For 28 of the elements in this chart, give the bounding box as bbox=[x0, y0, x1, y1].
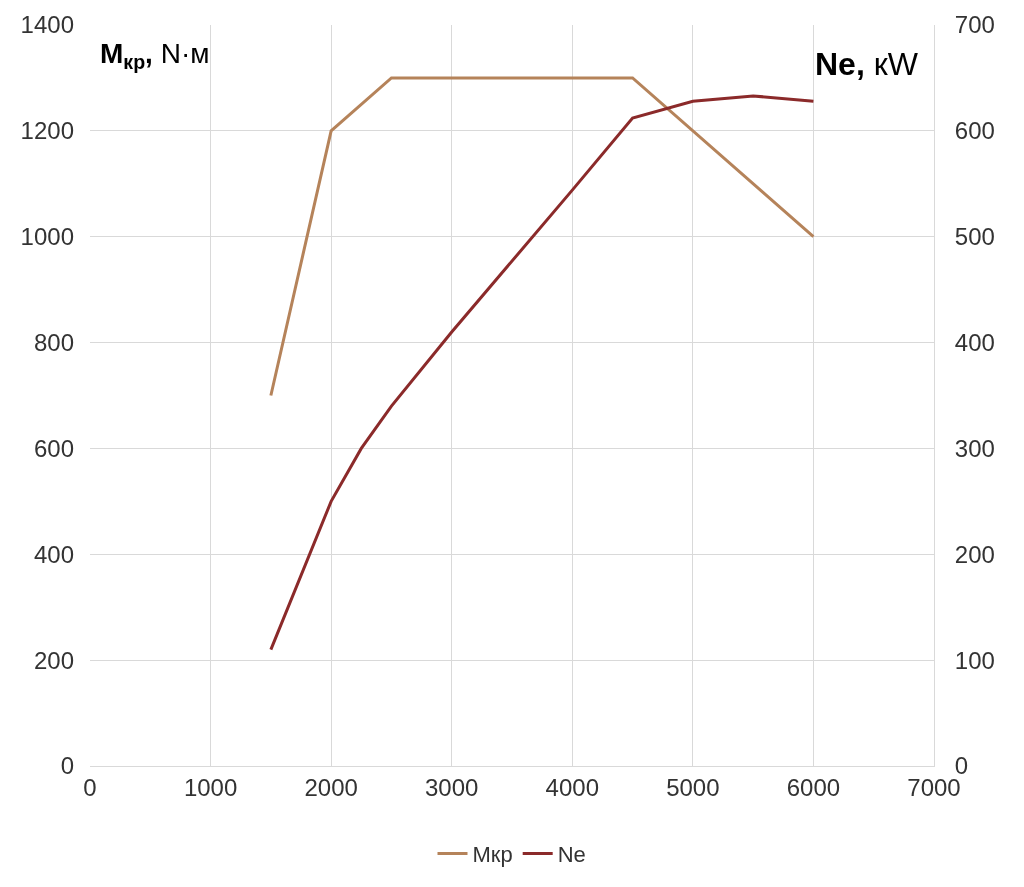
y-tick-label: 800 bbox=[33, 328, 74, 356]
legend-label: Мкр bbox=[472, 842, 513, 868]
line-series bbox=[269, 76, 815, 397]
y2-tick-label: 100 bbox=[954, 646, 995, 674]
line-series bbox=[269, 94, 815, 652]
y-tick-label: 1400 bbox=[20, 11, 74, 39]
y-tick-label: 1200 bbox=[20, 117, 74, 145]
y-tick-label: 1000 bbox=[20, 223, 74, 251]
x-tick-label: 2000 bbox=[304, 773, 358, 801]
legend-label: Ne bbox=[557, 842, 586, 868]
y2-tick-label: 200 bbox=[954, 540, 995, 568]
y2-tick-label: 400 bbox=[954, 328, 995, 356]
x-tick-label: 4000 bbox=[545, 773, 599, 801]
y-axis-title: M$_{кр}$, N·м bbox=[100, 38, 210, 73]
y2-tick-label: 500 bbox=[954, 223, 995, 251]
x-tick-label: 1000 bbox=[183, 773, 238, 801]
x-tick-label: 3000 bbox=[425, 773, 479, 801]
y-tick-label: 600 bbox=[33, 434, 74, 462]
x-tick-label: 0 bbox=[83, 773, 97, 801]
y-tick-label: 0 bbox=[60, 752, 74, 780]
y2-tick-label: 700 bbox=[954, 11, 995, 39]
y2-tick-label: 600 bbox=[954, 117, 995, 145]
y2-tick-label: 300 bbox=[954, 434, 995, 462]
y-tick-label: 400 bbox=[33, 540, 74, 568]
x-tick-label: 5000 bbox=[666, 773, 720, 801]
y2-axis-title: Ne, кW bbox=[815, 46, 919, 82]
x-tick-label: 6000 bbox=[786, 773, 841, 801]
y-tick-label: 200 bbox=[33, 646, 74, 674]
